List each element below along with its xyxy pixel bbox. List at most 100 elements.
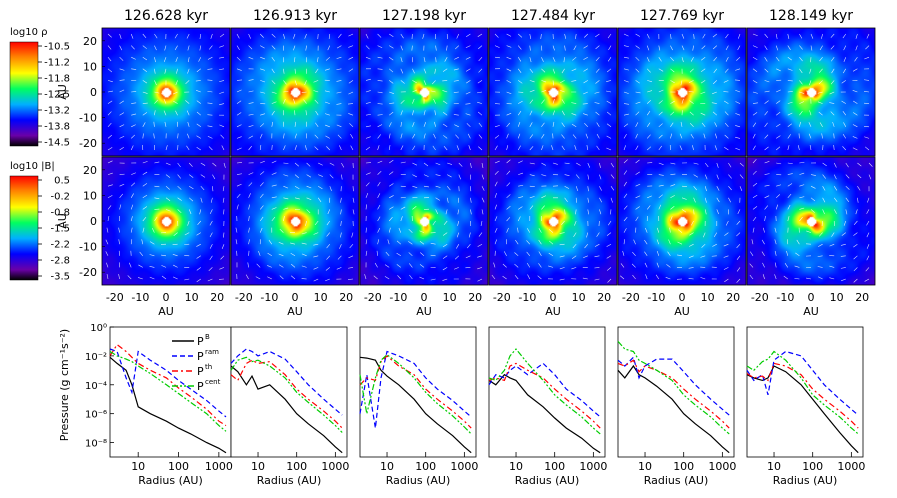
vector-arrow [529,122,533,127]
colorbar-tick-label: -13.8 [44,122,70,133]
vector-arrow [541,162,546,166]
vector-arrow [552,45,555,51]
vector-arrow [606,147,612,151]
vector-arrow [467,133,471,139]
vector-arrow [857,197,859,203]
vector-arrow [822,186,826,191]
vector-arrow [526,240,531,245]
vector-arrow [840,255,846,257]
vector-arrow [564,197,568,202]
vector-arrow [209,45,213,50]
map-panel-frame [617,156,747,286]
vector-arrow [550,220,554,226]
vector-arrow [737,209,741,215]
vector-arrow [189,174,194,178]
vector-arrow [314,99,319,104]
vector-arrow [517,110,522,116]
vector-arrow [677,254,683,257]
vector-arrow [635,195,641,199]
vector-arrow [119,33,122,39]
vector-arrow [177,174,181,179]
vector-arrow [478,56,483,62]
vector-arrow [325,135,330,139]
vector-arrow [456,145,460,151]
vector-arrow [400,80,405,84]
vector-arrow [623,205,628,210]
colorbar-tick-label: -0.8 [50,208,70,219]
vector-arrow [324,113,330,116]
vector-arrow [388,145,391,151]
vector-arrow [752,80,758,84]
vector-arrow [538,239,542,245]
pressure-xtick-label: 100 [286,460,307,473]
vector-arrows [236,33,354,151]
vector-arrow [423,122,427,127]
vector-arrow [830,45,835,50]
vector-arrow [506,91,512,95]
vector-arrow [764,111,768,116]
vector-arrow [236,100,242,104]
vector-arrow [175,57,178,62]
vector-arrow [142,133,144,139]
vector-arrow [248,193,251,198]
vector-arrow [301,265,307,268]
vector-arrow [724,111,729,116]
time-title-2: 126.913 kyr [253,8,337,24]
vector-arrow [693,186,697,191]
vector-arrow [442,80,448,82]
vector-arrow [594,102,600,104]
vector-arrow [317,197,322,203]
series-line-Pth [746,362,859,429]
vector-arrow [494,170,499,175]
vector-arrow [761,251,765,256]
vector-arrow [797,145,800,151]
vector-arrow [736,255,741,260]
legend-label: P [197,350,204,363]
vector-arrow [776,184,782,187]
vector-arrow [434,110,436,116]
vector-arrow [538,263,542,268]
vector-arrow [337,134,342,139]
vector-arrow [645,227,648,233]
vector-arrow [419,230,425,233]
vector-arrow [857,186,861,191]
vector-arrow [670,33,672,39]
vector-arrow [301,91,307,94]
vector-arrow [118,239,120,245]
vector-arrow [572,56,577,61]
vector-arrow [154,185,160,188]
vector-arrow [817,266,823,268]
vector-arrow [529,174,535,177]
vector-arrow [142,194,148,199]
vector-arrow [268,239,273,245]
vector-arrow [517,122,521,127]
vector-arrow [655,274,660,280]
pressure-xtick-label: 1000 [579,460,607,473]
vector-arrow [831,232,835,237]
vector-arrow [131,124,136,128]
vector-arrow [776,135,781,139]
vector-arrow [610,174,615,179]
vector-arrow [478,134,483,139]
vector-arrow [852,136,858,139]
vector-arrow [477,243,483,247]
vector-arrow [608,220,612,226]
vector-arrow [787,216,790,222]
vector-arrow [506,205,511,210]
vector-arrow [423,80,427,86]
vector-arrow [478,45,483,50]
vector-arrow [336,68,342,71]
vector-arrow [154,33,158,39]
vector-arrow [529,205,534,210]
vector-arrow [187,133,190,139]
vector-arrow [435,57,437,63]
vector-arrow [326,232,331,237]
vector-arrow [236,112,242,116]
vector-arrow [207,102,213,104]
vector-arrow [764,33,769,38]
vector-arrow [810,209,815,213]
vector-arrow [259,133,263,139]
vector-arrow [599,197,603,203]
vector-arrow [283,216,285,222]
pressure-xtick-label: 1000 [450,460,478,473]
